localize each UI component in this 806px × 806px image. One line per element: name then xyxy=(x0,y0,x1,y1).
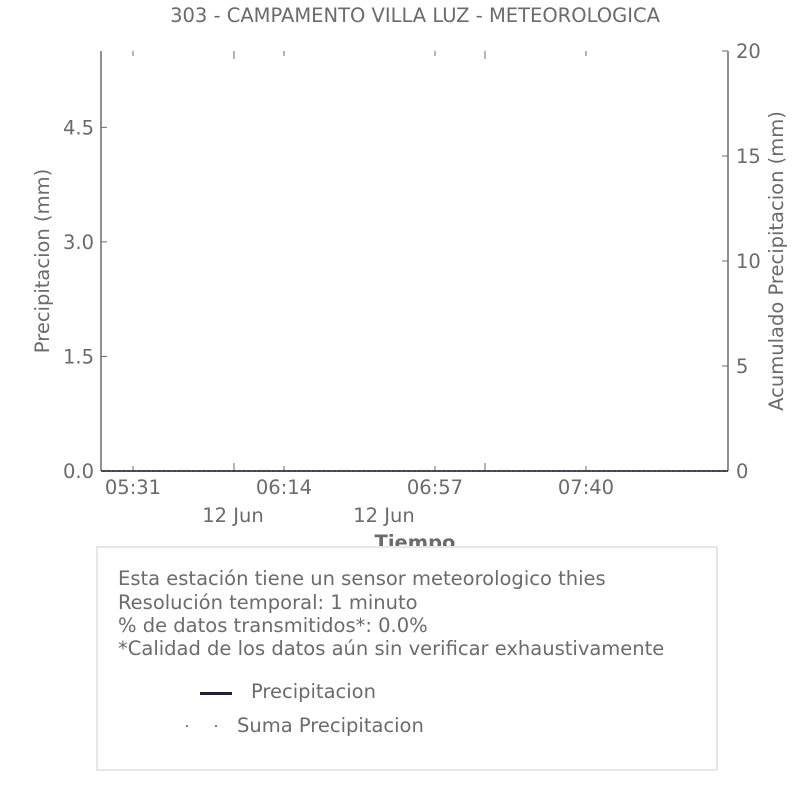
x-ticks: 05:31 06:14 12 Jun 06:57 12 Jun 07:40 xyxy=(105,51,614,527)
y2-axis-label: Acumulado Precipitacion (mm) xyxy=(765,111,788,411)
legend-label-precipitacion: Precipitacion xyxy=(251,680,376,703)
y2-tick-label: 20 xyxy=(736,40,761,63)
legend-swatch-suma-dot-1 xyxy=(186,725,188,727)
y2-tick-label: 15 xyxy=(736,145,761,168)
x-tick-label: 06:57 xyxy=(407,476,463,499)
legend-label-suma: Suma Precipitacion xyxy=(237,714,424,737)
plot-axes xyxy=(100,51,729,472)
y-tick-label: 1.5 xyxy=(63,345,94,368)
y-tick-label: 3.0 xyxy=(63,231,94,254)
x-tick-label: 06:14 xyxy=(256,476,312,499)
info-panel: Esta estación tiene un sensor meteorolog… xyxy=(96,546,718,771)
info-line-resolution: Resolución temporal: 1 minuto xyxy=(118,591,418,614)
info-line-sensor: Esta estación tiene un sensor meteorolog… xyxy=(118,567,606,590)
y2-tick-label: 10 xyxy=(736,250,761,273)
chart-title: 303 - CAMPAMENTO VILLA LUZ - METEOROLOGI… xyxy=(170,4,661,27)
info-line-transmitted: % de datos transmitidos*: 0.0% xyxy=(118,614,428,637)
x-tick-date-label: 12 Jun xyxy=(353,504,414,527)
x-tick-date-label: 12 Jun xyxy=(202,504,263,527)
right-y-ticks: 0 5 10 15 20 xyxy=(722,40,761,483)
legend-swatch-precipitacion xyxy=(200,692,232,695)
x-tick-label: 05:31 xyxy=(105,476,161,499)
info-line-quality: *Calidad de los datos aún sin verificar … xyxy=(118,637,665,660)
legend-swatch-suma-dot-2 xyxy=(215,725,217,727)
x-tick-label: 07:40 xyxy=(558,476,614,499)
y2-tick-label: 5 xyxy=(736,355,748,378)
y2-tick-label: 0 xyxy=(736,460,748,483)
y-tick-label: 4.5 xyxy=(63,116,94,139)
y-tick-label: 0.0 xyxy=(63,460,94,483)
left-y-ticks: 0.0 1.5 3.0 4.5 xyxy=(63,116,107,483)
y-axis-label: Precipitacion (mm) xyxy=(31,169,54,353)
